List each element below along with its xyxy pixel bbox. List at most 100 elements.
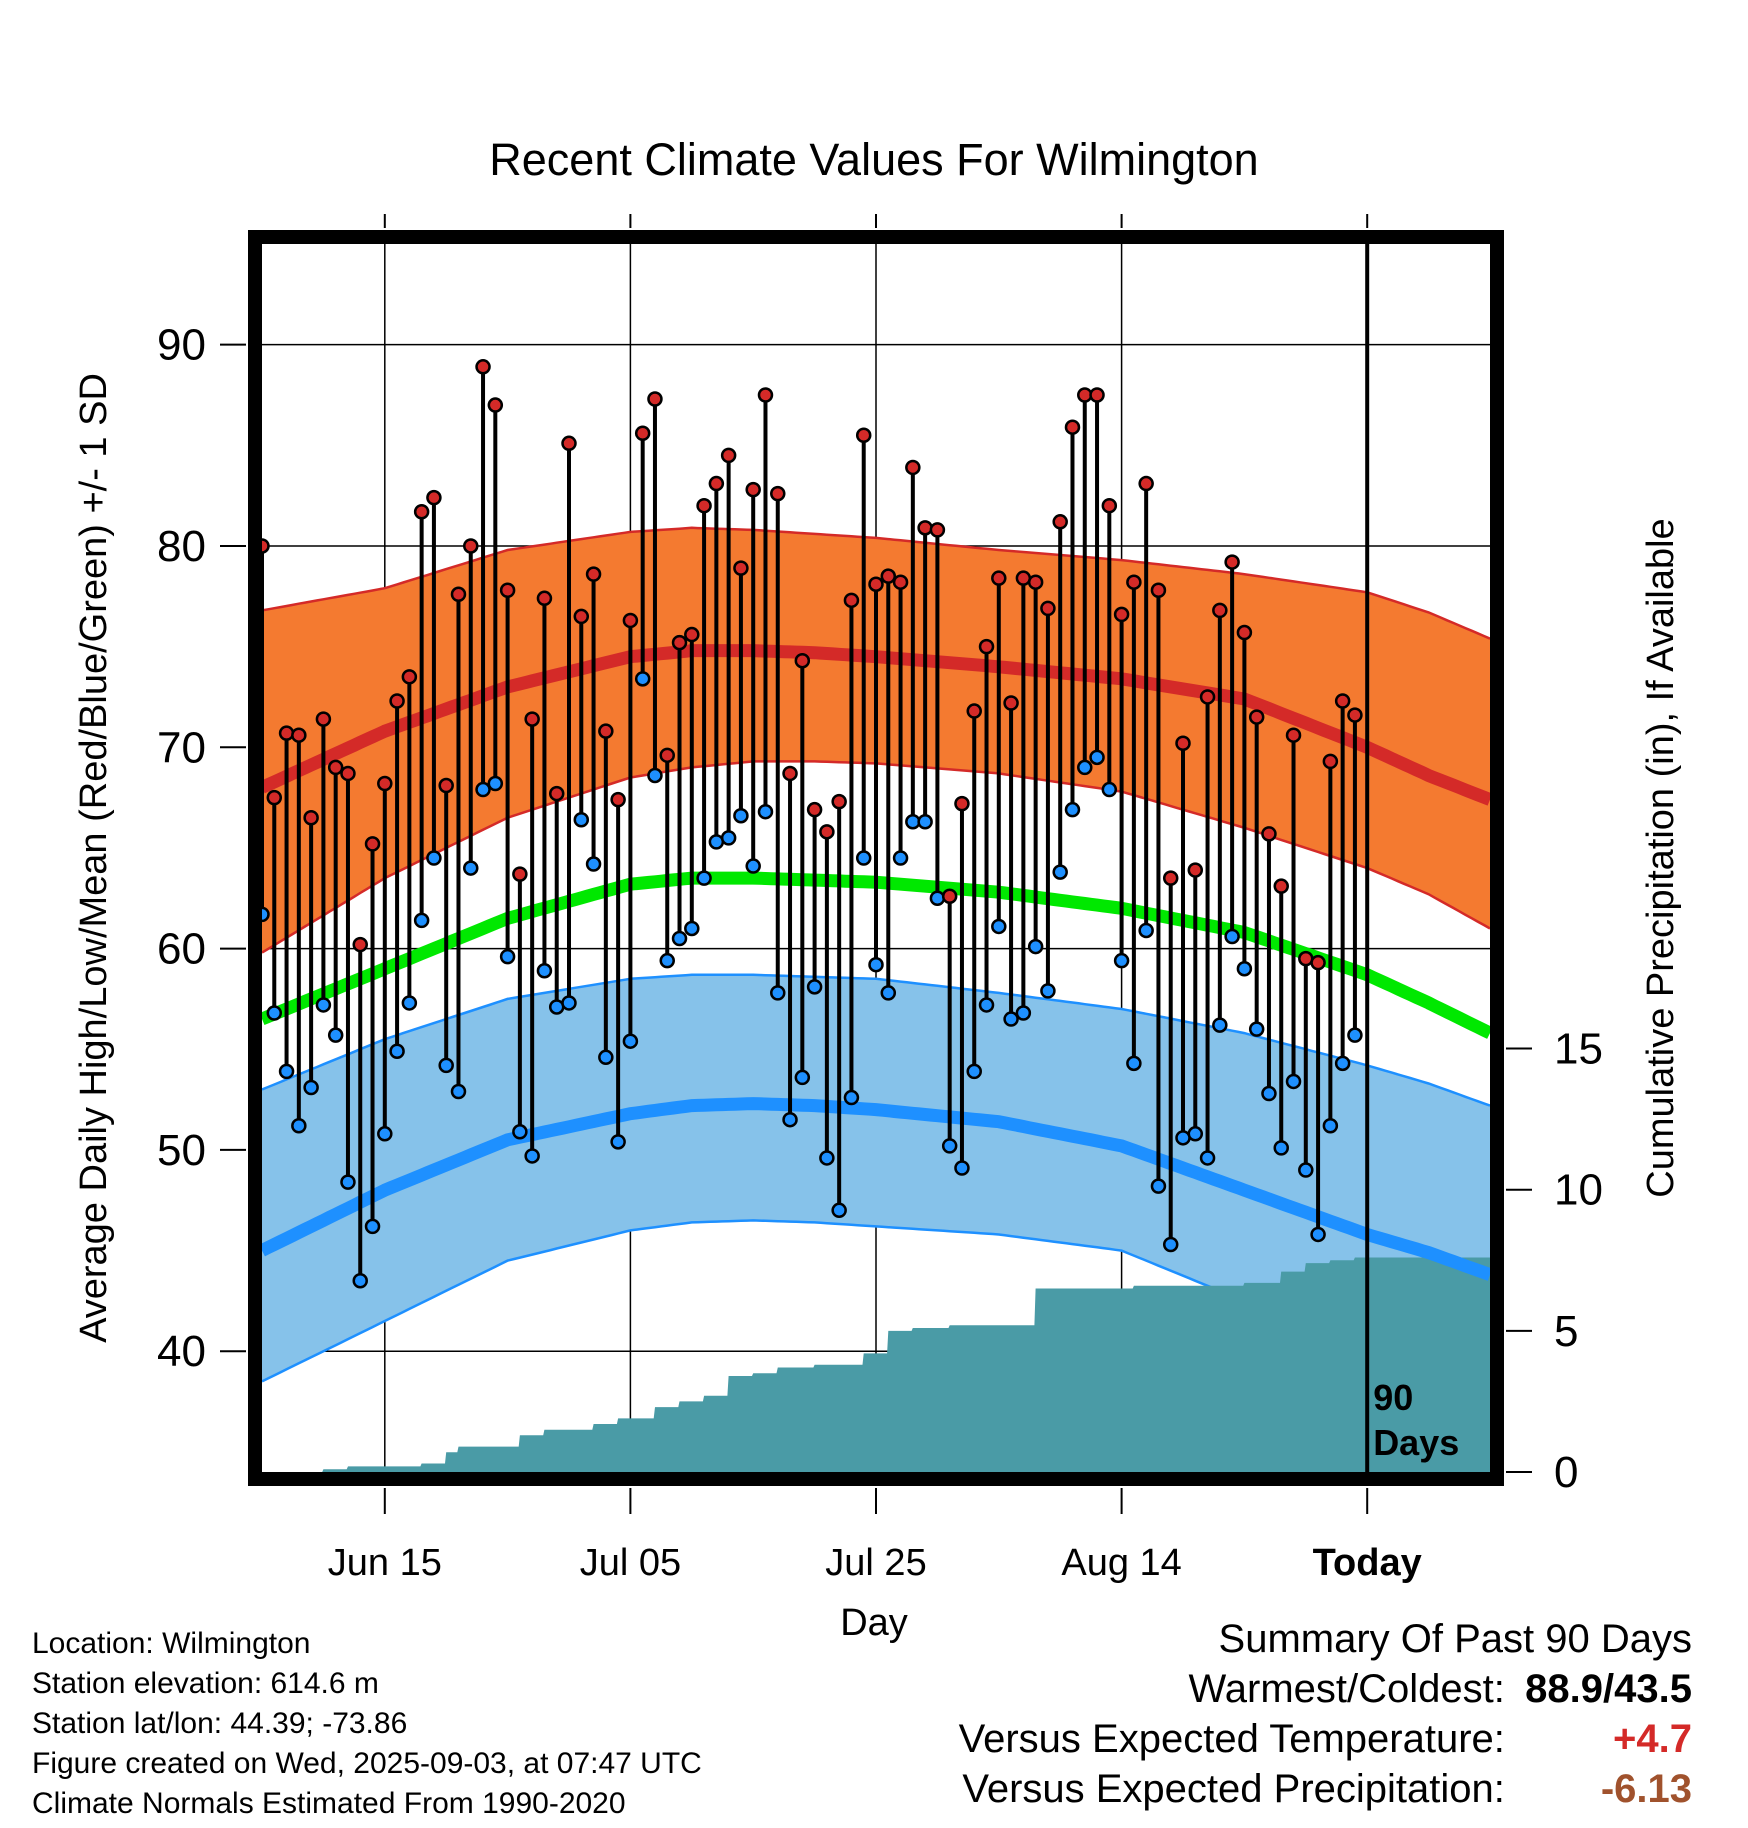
- daily-high-point: [757, 387, 774, 403]
- daily-low-point: [266, 1005, 283, 1021]
- daily-low-point: [733, 807, 749, 824]
- daily-low-point: [806, 979, 823, 995]
- daily-low-point: [364, 1218, 381, 1235]
- daily-low-point: [868, 956, 884, 973]
- warmest-coldest-value: 88.9/43.5: [1525, 1667, 1692, 1711]
- daily-high-point: [880, 568, 897, 584]
- daily-high-point: [585, 566, 602, 582]
- x-tick-label: Jun 15: [328, 1542, 442, 1584]
- daily-low-point: [1236, 960, 1253, 977]
- daily-high-point: [1150, 582, 1167, 599]
- daily-high-point: [291, 727, 307, 743]
- daily-high-point: [671, 634, 688, 651]
- daily-low-point: [352, 1273, 368, 1289]
- daily-low-point: [536, 962, 553, 979]
- precipitation-area: [262, 1257, 1490, 1472]
- warmest-coldest-label: Warmest/Coldest:: [1188, 1667, 1505, 1711]
- daily-high-point: [327, 759, 344, 776]
- daily-high-point: [1248, 709, 1265, 725]
- daily-high-point: [929, 522, 946, 538]
- daily-low-point: [1138, 922, 1154, 939]
- summary-temp: Versus Expected Temperature: +4.7: [959, 1714, 1692, 1764]
- daily-low-point: [1150, 1178, 1167, 1194]
- daily-low-point: [819, 1150, 835, 1166]
- daily-low-point: [1187, 1126, 1204, 1142]
- temp-label: Versus Expected Temperature:: [958, 1717, 1505, 1761]
- temp-value: +4.7: [1613, 1717, 1692, 1761]
- y2-tick-label: 5: [1554, 1307, 1578, 1356]
- daily-high-point: [1187, 862, 1204, 878]
- plot-frame: [248, 230, 1504, 1486]
- daily-high-point: [868, 576, 884, 592]
- daily-high-point: [352, 936, 368, 953]
- daily-high-point: [1322, 753, 1339, 770]
- daily-low-point: [426, 850, 442, 866]
- daily-high-point: [745, 481, 761, 498]
- daily-low-point: [720, 830, 737, 846]
- daily-low-point: [684, 920, 700, 937]
- normal-low-upper-edge: [262, 973, 1490, 1107]
- daily-high-point: [1101, 497, 1118, 514]
- daily-high-point: [966, 703, 982, 719]
- daily-high-point: [389, 693, 405, 709]
- y2-axis-label: Cumulative Precipitation (in), If Availa…: [1640, 518, 1682, 1197]
- daily-low-point: [1064, 801, 1081, 818]
- daily-high-point: [647, 391, 663, 407]
- y-tick-label: 90: [157, 321, 206, 370]
- daily-low-point: [463, 860, 479, 876]
- daily-low-point: [1285, 1073, 1302, 1090]
- daily-high-point: [720, 447, 737, 464]
- daily-high-point: [1138, 475, 1154, 492]
- daily-high-point: [1162, 870, 1179, 886]
- normal-low-mean-line: [262, 1097, 1490, 1281]
- daily-high-point: [843, 592, 860, 609]
- daily-high-point: [794, 652, 811, 669]
- daily-low-point: [1015, 1005, 1032, 1021]
- daily-low-point: [327, 1027, 344, 1043]
- daily-low-point: [1212, 1017, 1228, 1033]
- y2-tick-label: 0: [1554, 1448, 1578, 1497]
- daily-high-point: [1224, 554, 1240, 570]
- daily-high-point: [438, 777, 454, 794]
- daily-low-point: [1322, 1117, 1339, 1134]
- daily-high-point: [377, 775, 393, 792]
- daily-high-point: [561, 435, 577, 452]
- daily-low-point: [291, 1117, 307, 1134]
- daily-low-point: [880, 985, 897, 1001]
- daily-high-point: [364, 836, 381, 852]
- daily-low-point: [929, 890, 946, 907]
- y-tick-label: 80: [157, 522, 206, 571]
- precip-label: Versus Expected Precipitation:: [962, 1767, 1505, 1811]
- today-days-number: 90: [1373, 1377, 1413, 1418]
- daily-low-point: [303, 1079, 319, 1096]
- daily-low-point: [401, 995, 418, 1011]
- daily-high-point: [536, 590, 553, 607]
- daily-high-point: [303, 809, 319, 826]
- daily-high-point: [659, 747, 675, 764]
- daily-high-point: [806, 801, 823, 818]
- y-tick-label: 60: [157, 925, 206, 974]
- daily-low-point: [1273, 1140, 1289, 1156]
- daily-low-point: [1334, 1055, 1351, 1072]
- daily-low-point: [1077, 759, 1093, 776]
- precip-value: -6.13: [1600, 1767, 1692, 1811]
- daily-high-point: [708, 475, 725, 492]
- daily-high-point: [487, 397, 504, 413]
- daily-high-point: [1199, 689, 1216, 705]
- normals-text: Climate Normals Estimated From 1990-2020: [32, 1787, 626, 1820]
- chart-title: Recent Climate Values For Wilmington: [489, 134, 1258, 185]
- daily-low-point: [524, 1148, 540, 1164]
- y2-tick-label: 15: [1554, 1025, 1603, 1074]
- daily-low-point: [1248, 1021, 1265, 1037]
- daily-high-point: [819, 824, 835, 840]
- station-info: Location: Wilmington Station elevation: …: [32, 1624, 702, 1824]
- daily-low-point: [450, 1083, 467, 1100]
- daily-high-point: [1285, 727, 1302, 743]
- daily-low-point: [278, 1063, 295, 1080]
- summary-precip: Versus Expected Precipitation: -6.13: [959, 1764, 1692, 1814]
- daily-low-point: [843, 1089, 860, 1106]
- daily-low-point: [499, 948, 516, 965]
- daily-high-point: [905, 459, 921, 476]
- daily-low-point: [1224, 928, 1240, 945]
- x-tick-label: Today: [1313, 1542, 1422, 1584]
